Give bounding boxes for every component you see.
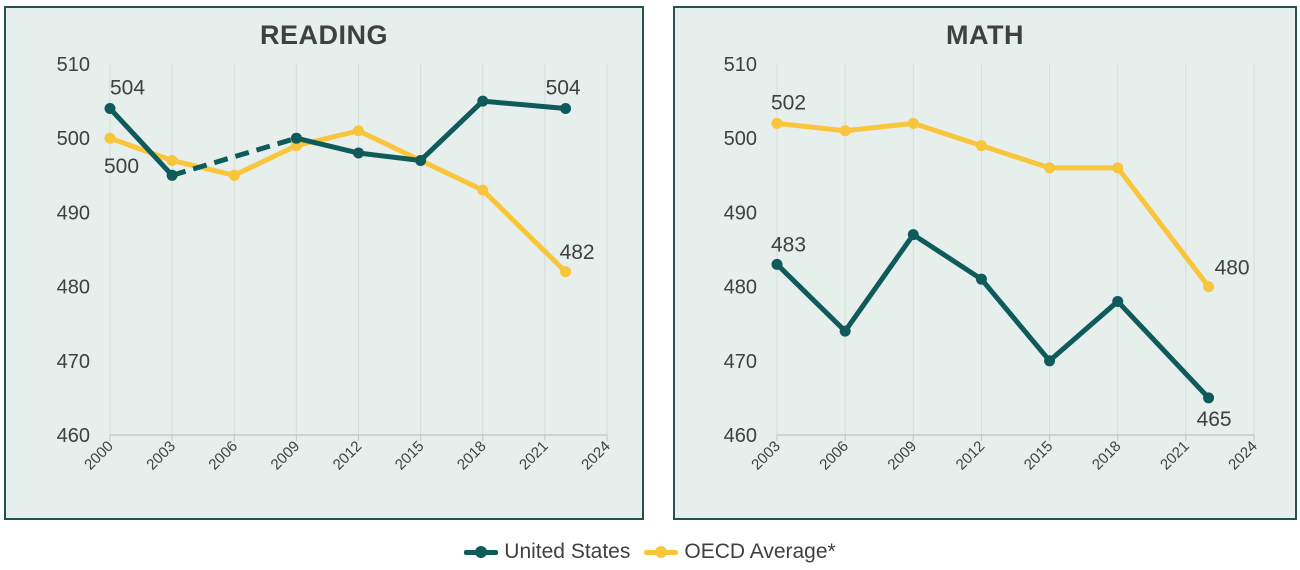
us-data-point (477, 95, 489, 107)
y-tick-label: 480 (724, 277, 757, 299)
us-data-point (839, 325, 851, 337)
us-series-line (293, 98, 569, 163)
x-tick-label: 2015 (392, 438, 428, 474)
oecd-data-point (166, 154, 178, 166)
legend-item-oecd: OECD Average* (644, 540, 836, 564)
y-tick-label: 460 (724, 425, 757, 447)
x-tick-label: 2006 (816, 438, 852, 474)
us-data-point (415, 154, 427, 166)
y-tick-label: 510 (57, 54, 90, 76)
data-label: 480 (1215, 257, 1250, 280)
us-data-point (1112, 295, 1124, 307)
math-chart-title: MATH (946, 20, 1024, 50)
x-tick-label: 2009 (268, 438, 304, 474)
us-data-point (166, 169, 178, 181)
y-tick-label: 460 (57, 425, 90, 447)
us-data-point (771, 258, 783, 270)
us-data-point (290, 132, 302, 144)
reading-chart-title: READING (259, 20, 388, 50)
reading-chart-panel: READING 2000 2003 2006 2009 2012 2015 2018 2021… (4, 6, 644, 520)
legend-item-us: United States (464, 540, 630, 564)
x-tick-label: 2012 (953, 438, 989, 474)
legend-swatch-oecd (644, 542, 679, 562)
oecd-data-point (560, 266, 572, 278)
y-tick-label: 470 (57, 351, 90, 373)
chart-legend: United States OECD Average* (0, 540, 1300, 564)
data-label: 502 (771, 91, 806, 114)
legend-label-oecd: OECD Average* (684, 540, 836, 563)
y-tick-label: 500 (57, 128, 90, 150)
y-tick-label: 490 (57, 202, 90, 224)
oecd-data-point (1203, 281, 1215, 293)
oecd-data-point (1044, 162, 1056, 174)
us-data-point (560, 103, 572, 115)
y-tick-label: 500 (724, 128, 757, 150)
legend-label-us: United States (504, 540, 631, 563)
y-tick-label: 480 (57, 277, 90, 299)
oecd-data-point (353, 125, 364, 137)
oecd-data-point (771, 117, 783, 129)
x-tick-label: 2003 (143, 438, 179, 474)
us-data-point (1203, 392, 1215, 404)
oecd-series-line (107, 128, 569, 275)
math-chart: 2003 2006 2009 2012 2015 2018 2021 202446047048… (724, 54, 1261, 474)
data-label: 500 (104, 155, 139, 178)
x-tick-label: 2006 (205, 438, 241, 474)
y-tick-label: 470 (724, 351, 757, 373)
x-tick-label: 2018 (1089, 438, 1125, 474)
us-data-point (1044, 355, 1056, 367)
data-label: 504 (546, 77, 581, 100)
x-tick-label: 2018 (454, 438, 490, 474)
oecd-data-point (477, 184, 489, 196)
reading-chart: 2000 2003 2006 2009 2012 2015 2018 2021 20244604… (57, 54, 614, 474)
oecd-data-point (1112, 162, 1124, 174)
x-tick-label: 2015 (1021, 438, 1057, 474)
us-series-line (107, 106, 175, 178)
data-label: 483 (771, 233, 806, 256)
oecd-data-point (228, 169, 240, 181)
oecd-data-point (975, 140, 987, 152)
x-tick-label: 2009 (884, 438, 920, 474)
us-data-point (907, 229, 919, 241)
us-data-point (104, 103, 116, 115)
x-tick-label: 2021 (516, 438, 552, 474)
oecd-data-point (907, 117, 919, 129)
y-tick-label: 490 (724, 202, 757, 224)
oecd-data-point (104, 132, 116, 144)
oecd-data-point (839, 125, 851, 137)
data-label: 482 (560, 241, 595, 264)
data-label: 504 (110, 77, 145, 100)
oecd-series-line (774, 120, 1212, 290)
data-label: 465 (1197, 408, 1232, 431)
us-data-point (975, 273, 987, 285)
x-tick-label: 2012 (330, 438, 366, 474)
x-tick-label: 2024 (578, 438, 614, 474)
us-series-line (774, 232, 1212, 401)
x-tick-label: 2021 (1157, 438, 1193, 474)
legend-swatch-us (464, 542, 499, 562)
us-data-point (353, 147, 364, 159)
x-tick-label: 2024 (1225, 438, 1261, 474)
math-chart-panel: MATH 2003 2006 2009 2012 2015 2018 2021 2024 460… (673, 6, 1297, 520)
y-tick-label: 510 (724, 54, 757, 76)
